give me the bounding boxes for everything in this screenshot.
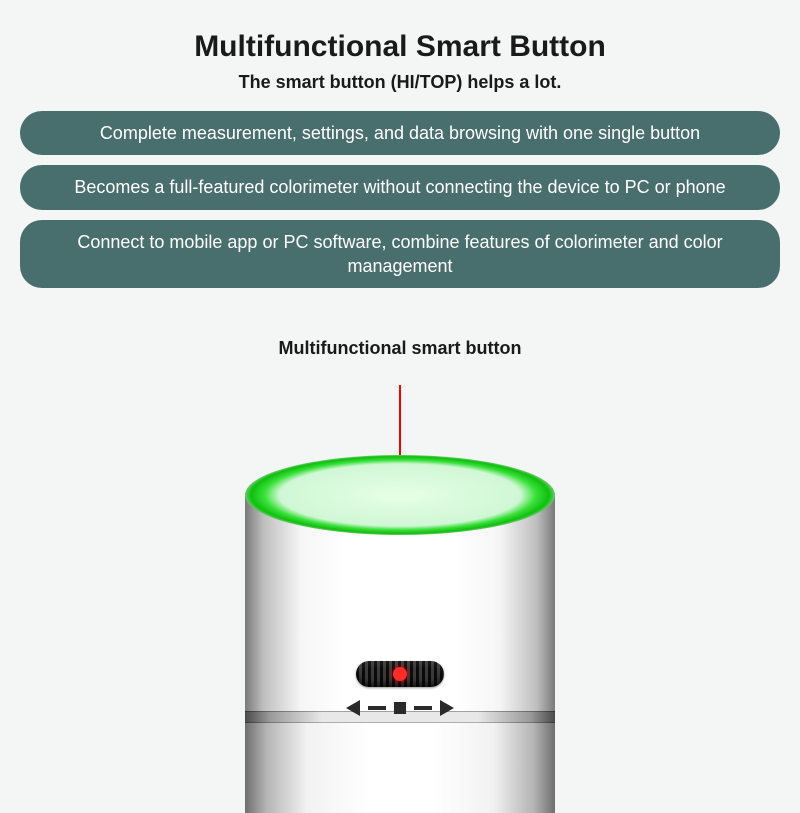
callout-label: Multifunctional smart button (0, 338, 800, 359)
feature-pill: Becomes a full-featured colorimeter with… (20, 165, 780, 209)
device-diagram (0, 385, 800, 800)
leader-dot-icon (393, 667, 407, 681)
arrow-left-icon (346, 700, 360, 716)
page-title: Multifunctional Smart Button (0, 30, 800, 64)
arrow-stem-icon (368, 706, 386, 710)
device-illustration (245, 455, 555, 800)
device-led-ring-icon (245, 455, 555, 535)
feature-pill: Complete measurement, settings, and data… (20, 111, 780, 155)
page-subtitle: The smart button (HI/TOP) helps a lot. (0, 72, 800, 93)
feature-pill-list: Complete measurement, settings, and data… (0, 111, 800, 288)
arrow-stem-icon (414, 706, 432, 710)
feature-pill: Connect to mobile app or PC software, co… (20, 220, 780, 289)
press-square-icon (394, 702, 406, 714)
direction-indicator (340, 693, 460, 723)
arrow-right-icon (440, 700, 454, 716)
